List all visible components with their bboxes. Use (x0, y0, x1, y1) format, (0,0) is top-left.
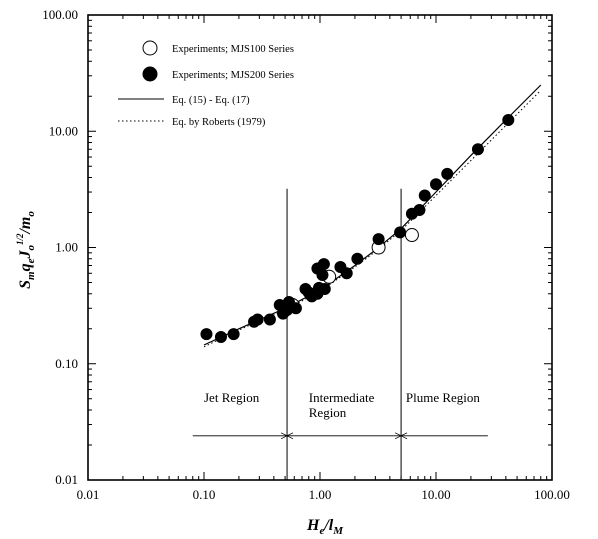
region-annotations: Jet Region Intermediate Region Plume Region (192, 188, 488, 480)
x-tick-label: 100.00 (534, 487, 570, 502)
y-tick-label: 1.00 (55, 240, 78, 255)
x-axis-label-sub: e (319, 525, 324, 537)
legend-marker-open-circle (142, 40, 158, 56)
data-point-mjs200 (413, 204, 426, 217)
region-label: Jet Region (204, 390, 260, 405)
region-label-line: Plume Region (406, 390, 481, 405)
y-axis-label-sub: m (25, 271, 37, 280)
y-tick-label: 10.00 (49, 123, 78, 138)
legend: Experiments; MJS100 Series Experiments; M… (118, 40, 294, 128)
x-tick-label: 0.01 (77, 487, 100, 502)
y-tick-label: 100.00 (42, 7, 78, 22)
x-tick-label: 10.00 (421, 487, 450, 502)
data-point-mjs200 (471, 143, 484, 156)
legend-marker-filled-circle (142, 66, 158, 82)
curve-roberts-1979 (203, 89, 542, 348)
y-tick-label: 0.10 (55, 356, 78, 371)
y-axis-label-part: S (17, 280, 34, 289)
region-label: Intermediate Region (309, 390, 375, 420)
data-point-mjs200 (502, 113, 515, 126)
legend-label: Experiments; MJS200 Series (172, 70, 294, 81)
y-axis-label-sub: e (25, 258, 37, 263)
y-axis-label-part: /m (17, 217, 34, 235)
data-point-mjs200 (394, 226, 407, 239)
tick-labels: 0.01 0.10 1.00 10.00 100.00 0.01 0.10 1.00 10.00… (42, 7, 570, 502)
data-point-mjs200 (318, 282, 331, 295)
axis-ticks (87, 15, 552, 481)
legend-label: Eq. by Roberts (1979) (172, 117, 266, 128)
data-points (200, 113, 515, 343)
region-arrow-head (400, 432, 408, 440)
y-axis-label-sub: o (25, 245, 37, 251)
legend-label: Eq. (15) - Eq. (17) (172, 95, 250, 106)
region-label-line: Jet Region (204, 390, 260, 405)
data-point-mjs200 (251, 313, 264, 326)
data-point-mjs200 (340, 267, 353, 280)
data-point-mjs100 (404, 228, 419, 243)
data-point-mjs200 (441, 167, 454, 180)
data-point-mjs200 (289, 302, 302, 315)
x-tick-label: 1.00 (309, 487, 332, 502)
data-point-mjs200 (214, 330, 227, 343)
data-point-mjs200 (263, 313, 276, 326)
region-arrow-head (286, 432, 294, 440)
data-point-mjs200 (317, 258, 330, 271)
x-axis-label-part: /l (323, 517, 333, 534)
y-axis-label-sub: o (25, 211, 37, 217)
data-point-mjs200 (227, 328, 240, 341)
region-label: Plume Region (406, 390, 481, 405)
y-axis-label-sup: 1/2 (15, 233, 25, 245)
data-point-mjs200 (200, 328, 213, 341)
y-axis-label-part: J (17, 250, 34, 260)
region-label-line: Region (309, 405, 347, 420)
data-point-mjs200 (351, 252, 364, 265)
data-point-mjs200 (430, 178, 442, 191)
x-axis-label: He/lM (306, 517, 344, 537)
legend-label: Experiments; MJS100 Series (172, 44, 294, 55)
x-axis-label-part: H (306, 517, 320, 534)
y-tick-label: 0.01 (55, 472, 78, 487)
x-tick-label: 0.10 (193, 487, 216, 502)
data-point-mjs200 (418, 189, 431, 202)
y-axis-label-part: q (17, 263, 34, 271)
data-point-mjs200 (316, 269, 329, 282)
y-axis-label: SmqeJo1/2/mo (15, 211, 37, 289)
x-axis-label-sub: M (332, 525, 344, 537)
region-label-line: Intermediate (309, 390, 375, 405)
data-point-mjs200 (372, 233, 385, 246)
